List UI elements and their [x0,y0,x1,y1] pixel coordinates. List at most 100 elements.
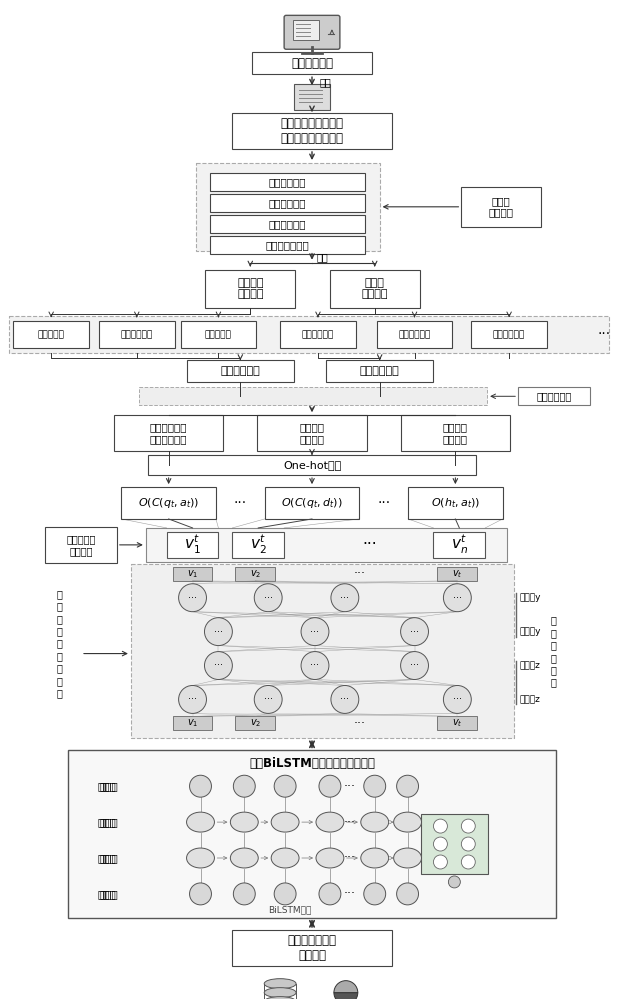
Text: 前向层: 前向层 [100,817,119,827]
Text: $v_2$: $v_2$ [249,568,261,580]
Text: 构建: 构建 [317,252,329,262]
Text: 学习行为
联合特征: 学习行为 联合特征 [443,422,468,444]
Ellipse shape [264,997,296,1000]
Text: One-hot编码: One-hot编码 [283,460,341,470]
Text: ···: ··· [214,627,223,637]
Text: 查看提示特征: 查看提示特征 [398,330,431,339]
Text: 输出层: 输出层 [98,889,117,899]
Circle shape [331,685,359,713]
Circle shape [189,775,211,797]
Text: 输入层: 输入层 [100,781,119,791]
Text: ···: ··· [354,567,366,580]
Circle shape [179,584,206,612]
Text: $v_2$: $v_2$ [249,717,261,729]
Circle shape [233,883,255,905]
Circle shape [233,775,255,797]
Text: 堆
叠
自
编
码
器: 堆 叠 自 编 码 器 [551,616,557,688]
Text: 在线学习平台: 在线学习平台 [291,57,333,70]
FancyBboxPatch shape [68,750,556,918]
Circle shape [254,685,282,713]
Text: ···: ··· [344,780,356,793]
Text: $v_t$: $v_t$ [452,568,462,580]
FancyBboxPatch shape [518,387,590,405]
Text: 试题难度特征: 试题难度特征 [121,330,153,339]
Text: 试题属性
联合特征: 试题属性 联合特征 [299,422,324,444]
Text: $O(h_t,a_t))$: $O(h_t,a_t))$ [431,496,480,510]
Text: 格式内容清洗: 格式内容清洗 [269,198,306,208]
Text: ···: ··· [264,593,272,603]
Ellipse shape [186,812,214,832]
Text: ···: ··· [453,694,462,704]
FancyBboxPatch shape [294,84,330,110]
Text: 解码层y: 解码层y [519,627,541,636]
Circle shape [401,652,429,680]
FancyBboxPatch shape [167,532,218,558]
Text: ···: ··· [410,661,419,671]
Circle shape [204,618,232,646]
FancyBboxPatch shape [265,487,359,519]
Ellipse shape [361,812,389,832]
Text: 深
度
学
习
者
特
征
构
建: 深 度 学 习 者 特 征 构 建 [56,589,62,698]
FancyBboxPatch shape [377,320,452,348]
Text: ···: ··· [311,661,319,671]
Ellipse shape [394,812,421,832]
FancyBboxPatch shape [13,320,89,348]
Circle shape [274,883,296,905]
Circle shape [254,584,282,612]
Text: 正确性特征: 正确性特征 [205,330,232,339]
FancyBboxPatch shape [131,564,514,738]
Text: 逻辑错误清洗: 逻辑错误清洗 [269,219,306,229]
Ellipse shape [316,848,344,868]
Text: ···: ··· [362,537,377,552]
FancyBboxPatch shape [421,814,488,874]
FancyBboxPatch shape [196,163,380,251]
Wedge shape [334,993,357,1000]
FancyBboxPatch shape [236,567,275,581]
Text: 基于BiLSTM的动态知识掌握建模: 基于BiLSTM的动态知识掌握建模 [249,757,375,770]
FancyBboxPatch shape [99,320,174,348]
Text: 学习者动态知识
掌握情况: 学习者动态知识 掌握情况 [288,934,336,962]
Text: ···: ··· [410,627,419,637]
Circle shape [319,883,341,905]
Text: 前向层: 前向层 [98,817,117,827]
FancyBboxPatch shape [146,528,507,562]
Text: 学习者
画像指标: 学习者 画像指标 [361,278,388,299]
FancyBboxPatch shape [181,320,256,348]
Text: ···: ··· [453,593,462,603]
Text: 学习行为特征: 学习行为特征 [360,366,399,376]
Text: $O(C(q_t,d_t))$: $O(C(q_t,d_t))$ [281,496,342,510]
Text: 编码层z: 编码层z [519,661,540,670]
FancyBboxPatch shape [236,716,275,730]
Text: 交叉特征处理: 交叉特征处理 [536,391,571,401]
Ellipse shape [231,812,258,832]
Circle shape [443,584,471,612]
Circle shape [461,837,475,851]
FancyBboxPatch shape [139,387,488,405]
Circle shape [461,819,475,833]
Circle shape [443,685,471,713]
Text: 学习者
数据清洗: 学习者 数据清洗 [489,196,514,218]
FancyBboxPatch shape [121,487,216,519]
FancyBboxPatch shape [173,567,213,581]
Text: $v_n^t$: $v_n^t$ [451,533,468,556]
Circle shape [434,855,447,869]
Text: ···: ··· [377,496,390,510]
FancyBboxPatch shape [280,320,356,348]
FancyBboxPatch shape [408,487,502,519]
Text: 编码层y: 编码层y [519,593,541,602]
Ellipse shape [361,848,389,868]
FancyBboxPatch shape [211,194,365,212]
Text: 反向层: 反向层 [100,853,119,863]
Text: BiLSTM模型: BiLSTM模型 [268,905,312,914]
Circle shape [434,837,447,851]
FancyBboxPatch shape [45,527,117,563]
FancyBboxPatch shape [211,236,365,254]
Circle shape [274,775,296,797]
Text: ···: ··· [344,852,356,865]
Ellipse shape [186,848,214,868]
FancyBboxPatch shape [253,52,372,74]
FancyBboxPatch shape [438,567,478,581]
Text: 知识点特征: 知识点特征 [38,330,64,339]
Circle shape [401,618,429,646]
Circle shape [448,876,461,888]
